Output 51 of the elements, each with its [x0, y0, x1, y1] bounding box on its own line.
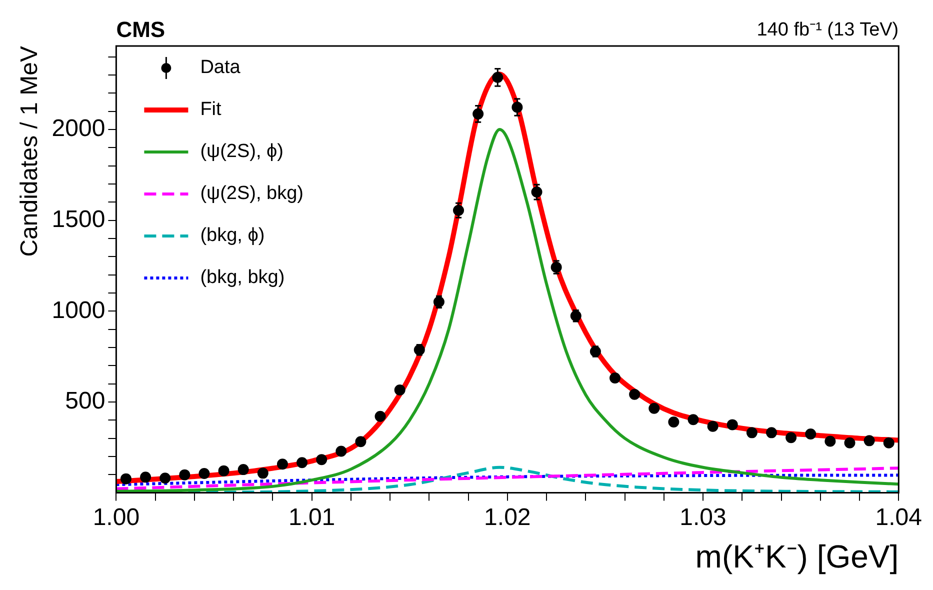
- legend-label: (bkg, ϕ): [200, 225, 265, 246]
- point: [688, 414, 699, 426]
- point: [316, 454, 328, 466]
- point: [648, 402, 660, 414]
- point: [707, 420, 718, 432]
- point: [336, 446, 347, 457]
- point: [257, 468, 268, 479]
- point: [668, 416, 680, 428]
- point: [160, 472, 171, 484]
- point: [726, 419, 738, 430]
- legend-label: Data: [200, 57, 241, 78]
- y-tick-label: 500: [65, 388, 106, 415]
- point: [864, 435, 875, 446]
- point: [140, 472, 152, 483]
- point: [276, 458, 288, 470]
- point: [610, 372, 621, 384]
- point: [218, 465, 230, 476]
- legend-label: Fit: [200, 99, 222, 120]
- x-tick-label: 1.00: [92, 504, 140, 531]
- text: 140 fb⁻¹ (13 TeV): [756, 20, 899, 41]
- x-tick-label: 1.04: [875, 504, 922, 531]
- line-series: [116, 474, 899, 486]
- x-tick-label: 1.02: [484, 504, 531, 531]
- point: [766, 427, 777, 438]
- y-tick-label: 2000: [52, 115, 106, 142]
- point: [844, 437, 856, 448]
- point: [238, 464, 249, 476]
- point: [374, 410, 386, 422]
- point: [805, 428, 816, 440]
- point: [120, 473, 132, 484]
- legend-label: (bkg, bkg): [200, 267, 285, 288]
- point: [355, 436, 366, 448]
- point: [198, 468, 210, 480]
- line-series: [116, 128, 899, 493]
- legend-label: (ψ(2S), bkg): [200, 183, 304, 204]
- y-axis-title: Candidates / 1 MeV: [16, 46, 44, 257]
- point: [179, 469, 190, 480]
- x-tick-label: 1.03: [680, 504, 726, 531]
- x-axis-title: m(K⁺K⁻) [GeV]: [695, 538, 899, 575]
- chart-title: CMS: [116, 17, 166, 42]
- point: [786, 432, 797, 444]
- y-tick-label: 1500: [52, 206, 106, 233]
- point: [746, 427, 758, 438]
- point: [394, 384, 406, 396]
- point: [629, 388, 640, 400]
- y-tick-label: 1000: [52, 296, 106, 324]
- point: [824, 436, 836, 447]
- point: [296, 457, 308, 468]
- x-tick-label: 1.01: [288, 504, 336, 531]
- point: [883, 437, 894, 448]
- legend-label: (ψ(2S), ϕ): [200, 141, 284, 162]
